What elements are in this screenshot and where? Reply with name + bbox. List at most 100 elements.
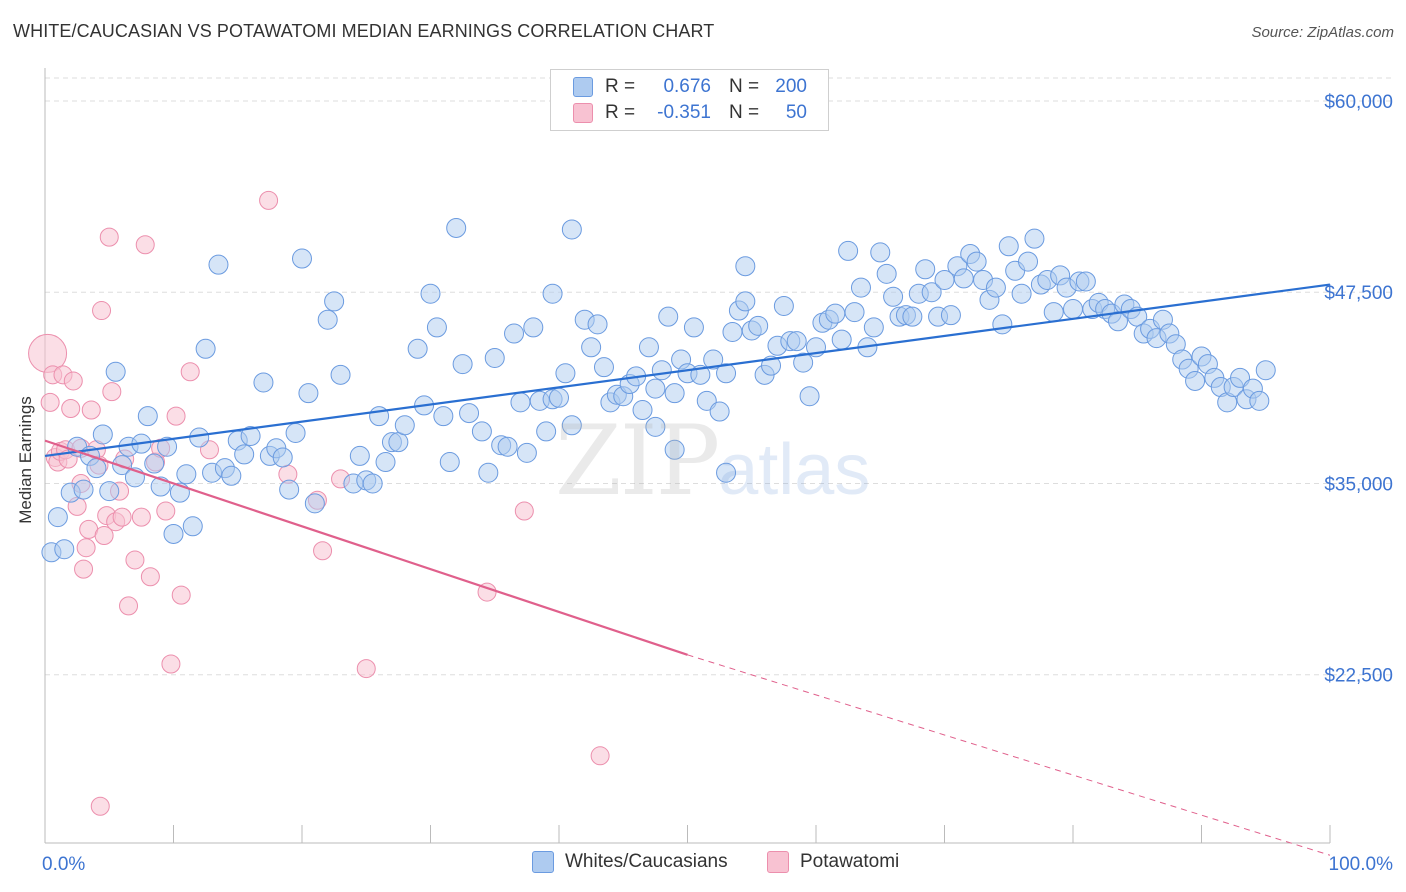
whites-point (683, 317, 704, 338)
whites-point (349, 445, 370, 466)
whites-point (54, 539, 75, 560)
whites-point (761, 355, 782, 376)
whites-point (793, 352, 814, 373)
whites-point (272, 447, 293, 468)
whites-point (664, 439, 685, 460)
whites-point (722, 321, 743, 342)
whites-point (516, 442, 537, 463)
whites-point (716, 363, 737, 384)
whites-point (388, 432, 409, 453)
bottom-legend-swatch-pink (767, 851, 789, 873)
x-tick-labels: 0.0% 100.0% (42, 854, 1393, 875)
potawatomi-point (140, 567, 160, 587)
whites-point (561, 415, 582, 436)
source-label: Source: ZipAtlas.com (1251, 24, 1394, 41)
whites-point (523, 317, 544, 338)
potawatomi-point (166, 406, 186, 426)
legend-n-label: N = (729, 76, 760, 97)
y-axis-label: Median Earnings (16, 396, 35, 524)
legend-swatch-pink (573, 103, 593, 123)
potawatomi-point (74, 559, 94, 579)
potawatomi-point (514, 501, 534, 521)
potawatomi-point (171, 585, 191, 605)
potawatomi-point (156, 501, 176, 521)
potawatomi-point (61, 398, 81, 418)
whites-point (240, 426, 261, 447)
whites-point (748, 315, 769, 336)
whites-point (773, 295, 794, 316)
whites-point (330, 364, 351, 385)
whites-point (902, 306, 923, 327)
potawatomi-point (313, 541, 333, 561)
legend-r-label: R = (605, 102, 636, 123)
whites-point (112, 455, 133, 476)
whites-point (587, 314, 608, 335)
whites-point (510, 392, 531, 413)
whites-point (735, 256, 756, 277)
y-tick-label: $60,000 (1324, 92, 1393, 113)
x-tick-label: 0.0% (42, 854, 85, 875)
potawatomi-point (81, 400, 101, 420)
whites-point (1230, 367, 1251, 388)
whites-point (645, 378, 666, 399)
whites-point (1018, 251, 1039, 272)
whites-point (1063, 299, 1083, 320)
whites-point (645, 416, 666, 437)
whites-point (536, 421, 557, 442)
legend-n-value: 50 (785, 102, 807, 123)
legend-row-potawatomi: R = -0.351 N = 50 (573, 101, 807, 125)
potawatomi-point (135, 235, 155, 255)
potawatomi-point (590, 746, 610, 766)
potawatomi-point (112, 507, 132, 527)
potawatomi-point (125, 550, 145, 570)
watermark-atlas: atlas (718, 430, 871, 510)
legend-r-value: 0.676 (663, 76, 711, 97)
potawatomi-point (40, 392, 60, 412)
whites-trend-line (44, 283, 1331, 458)
whites-point (137, 406, 158, 427)
whites-point (157, 436, 178, 457)
whites-point (73, 479, 94, 500)
chart-title: WHITE/CAUCASIAN VS POTAWATOMI MEDIAN EAR… (13, 21, 715, 41)
whites-point (735, 291, 756, 312)
whites-point (883, 286, 904, 307)
whites-point (593, 357, 614, 378)
whites-point (285, 422, 306, 443)
whites-point (850, 277, 871, 298)
whites-point (497, 436, 518, 457)
whites-point (542, 283, 563, 304)
whites-point (452, 354, 473, 375)
whites-point (375, 452, 396, 473)
whites-point (208, 254, 229, 275)
whites-point (221, 465, 242, 486)
y-tick-label: $22,500 (1324, 666, 1393, 687)
whites-point (844, 302, 865, 323)
x-tick-label: 100.0% (1329, 854, 1394, 875)
whites-point (1043, 302, 1064, 323)
y-tick-label: $35,000 (1324, 474, 1393, 495)
whites-point (504, 323, 525, 344)
whites-point (471, 421, 492, 442)
bottom-legend-label: Potawatomi (800, 851, 900, 872)
whites-point (581, 337, 602, 358)
y-tick-labels: $22,500 $35,000 $47,500 $60,000 (1324, 92, 1393, 687)
whites-point (915, 259, 936, 280)
potawatomi-trend-line (44, 439, 688, 656)
whites-point (407, 338, 428, 359)
whites-point (1249, 390, 1270, 411)
whites-point (279, 479, 300, 500)
bottom-legend-swatch-blue (532, 851, 554, 873)
whites-point (651, 360, 672, 381)
potawatomi-trend-extension (687, 654, 1331, 856)
whites-point (446, 217, 467, 238)
potawatomi-point (131, 507, 151, 527)
potawatomi-point (180, 362, 200, 382)
whites-point (478, 462, 499, 483)
potawatomi-point (92, 301, 112, 321)
whites-point (362, 473, 383, 494)
whites-point (426, 317, 447, 338)
whites-point (799, 386, 820, 407)
whites-point (863, 317, 884, 338)
whites-point (144, 453, 165, 474)
whites-point (696, 390, 717, 411)
